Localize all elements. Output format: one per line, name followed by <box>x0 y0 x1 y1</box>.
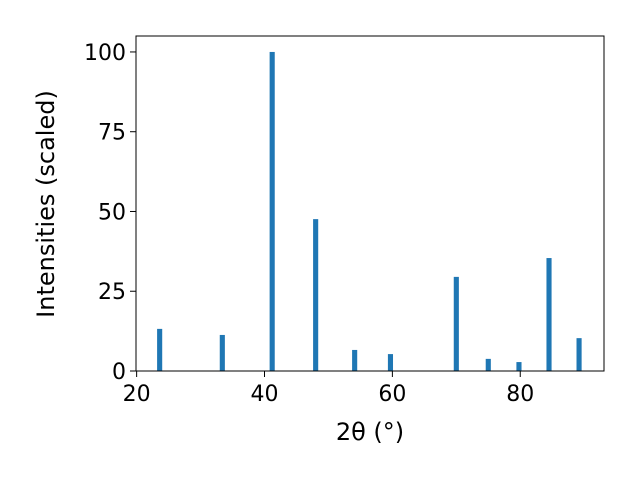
y-axis-label: Intensities (scaled) <box>32 90 60 318</box>
x-tick-label: 60 <box>378 382 406 407</box>
bar <box>387 354 394 371</box>
plot-frame <box>135 35 605 372</box>
bar <box>313 219 319 371</box>
bar <box>453 276 459 371</box>
y-tick-label: 0 <box>112 360 126 385</box>
y-tick-label: 75 <box>98 121 126 146</box>
bar <box>485 358 491 371</box>
bar <box>219 334 225 371</box>
y-tick-label: 50 <box>98 200 126 225</box>
bar <box>546 258 552 371</box>
x-axis-label: 2θ (°) <box>336 418 404 446</box>
x-tick-label: 80 <box>506 382 534 407</box>
bar <box>352 349 358 371</box>
bar <box>576 338 582 371</box>
bar <box>516 362 522 371</box>
bar <box>269 51 275 371</box>
y-tick-label: 100 <box>84 41 126 66</box>
x-tick-label: 20 <box>123 382 151 407</box>
bar <box>157 328 163 371</box>
y-tick-label: 25 <box>98 280 126 305</box>
x-tick-label: 40 <box>251 382 279 407</box>
